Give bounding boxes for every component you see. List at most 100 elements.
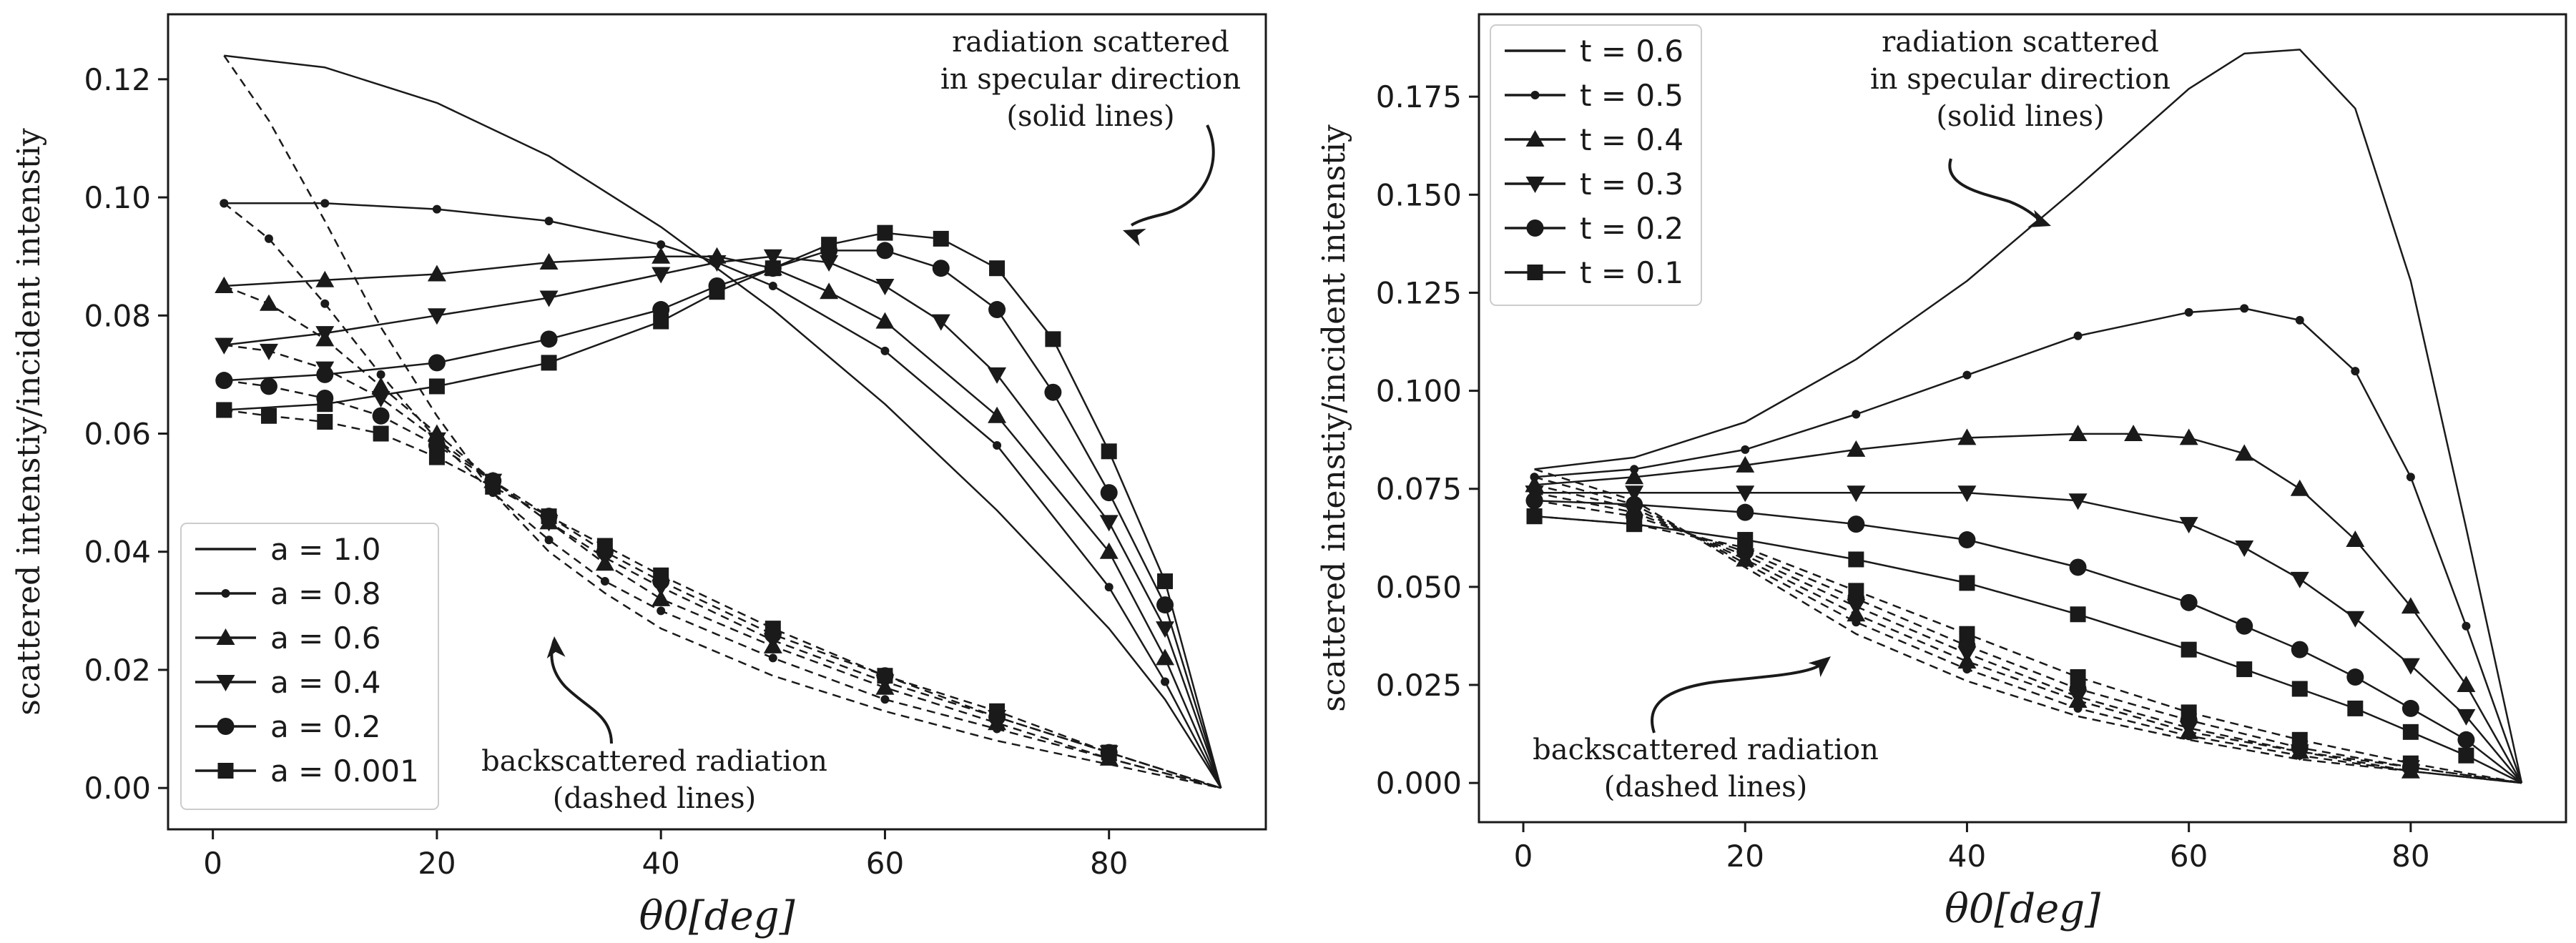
x-tick-label: 0 bbox=[1514, 839, 1533, 874]
backscatter-data-point bbox=[596, 538, 613, 554]
y-tick-label: 0.02 bbox=[84, 653, 151, 688]
legend-entry: t = 0.1 bbox=[1580, 255, 1683, 290]
backscatter-data-point bbox=[544, 535, 554, 545]
specular-series-line bbox=[1534, 49, 2523, 784]
backscatter-series-line bbox=[1534, 476, 2522, 784]
specular-data-point bbox=[2406, 473, 2415, 482]
backscatter-data-point bbox=[765, 621, 781, 637]
backscatter-data-point bbox=[652, 589, 671, 606]
specular-data-point bbox=[765, 260, 781, 277]
y-tick-label: 0.025 bbox=[1376, 668, 1462, 703]
backscatter-data-point bbox=[880, 695, 890, 704]
backscatter-data-point bbox=[376, 370, 385, 379]
arrow-specular bbox=[1948, 158, 2043, 223]
specular-data-point bbox=[2295, 315, 2304, 325]
plot-frame bbox=[1478, 13, 2567, 824]
specular-data-point bbox=[539, 252, 559, 270]
legend-box bbox=[180, 523, 439, 810]
backscatter-series-line bbox=[223, 55, 1221, 789]
specular-data-point bbox=[2179, 517, 2198, 534]
specular-data-point bbox=[1156, 621, 1175, 638]
specular-data-point bbox=[544, 217, 554, 226]
backscatter-data-point bbox=[220, 199, 229, 208]
backscatter-data-point bbox=[1737, 540, 1754, 556]
legend-marker bbox=[1525, 177, 1545, 193]
specular-data-point bbox=[2457, 676, 2476, 693]
specular-data-point bbox=[540, 330, 558, 348]
specular-data-point bbox=[652, 247, 671, 264]
specular-data-point bbox=[317, 396, 333, 413]
specular-data-point bbox=[1625, 468, 1644, 485]
legend-entry: a = 0.8 bbox=[270, 576, 380, 611]
y-tick-label: 0.08 bbox=[84, 298, 151, 333]
specular-data-point bbox=[933, 230, 949, 247]
specular-data-point bbox=[1958, 531, 1976, 549]
legend-marker bbox=[217, 763, 234, 779]
specular-data-point bbox=[315, 326, 335, 343]
backscatter-data-point bbox=[320, 299, 330, 308]
specular-data-point bbox=[1157, 573, 1174, 590]
backscatter-data-point bbox=[259, 294, 278, 311]
specular-data-point bbox=[1625, 485, 1644, 503]
x-tick-label: 20 bbox=[418, 846, 456, 881]
specular-data-point bbox=[2457, 731, 2475, 749]
specular-data-point bbox=[880, 346, 890, 355]
y-tick-label: 0.000 bbox=[1376, 766, 1462, 801]
arrowhead-specular bbox=[2027, 209, 2051, 227]
legend-marker bbox=[216, 628, 235, 645]
specular-data-point bbox=[707, 255, 727, 272]
y-axis-label: scattered intenstiy/incident intenstiy bbox=[11, 128, 47, 716]
specular-data-point bbox=[1848, 551, 1864, 568]
specular-series-line bbox=[1534, 433, 2523, 784]
specular-data-point bbox=[2290, 571, 2309, 588]
specular-data-point bbox=[2068, 424, 2088, 441]
specular-data-point bbox=[1101, 443, 1117, 460]
specular-data-point bbox=[989, 260, 1006, 277]
specular-data-point bbox=[768, 282, 777, 290]
y-tick-label: 0.100 bbox=[1376, 374, 1462, 409]
right-chart: 0 20 40 60 80 0.000 0.025 0.050 0.075 0.100 0.125 0… bbox=[1316, 13, 2567, 932]
specular-data-point bbox=[988, 301, 1006, 319]
backscatter-data-point bbox=[2070, 669, 2086, 686]
specular-data-point bbox=[2462, 621, 2471, 631]
legend-marker bbox=[1530, 91, 1540, 99]
specular-data-point bbox=[2346, 530, 2365, 548]
specular-data-point bbox=[2236, 617, 2253, 635]
specular-data-point bbox=[932, 260, 950, 277]
specular-data-point bbox=[2240, 304, 2249, 313]
specular-data-point bbox=[763, 249, 782, 266]
backscatter-data-point bbox=[259, 343, 278, 360]
specular-data-point bbox=[2235, 540, 2254, 558]
backscatter-series-line bbox=[224, 379, 1221, 789]
legend-entry: t = 0.2 bbox=[1580, 211, 1683, 246]
backscatter-data-point bbox=[2291, 731, 2308, 748]
specular-data-point bbox=[541, 355, 557, 371]
specular-series-line bbox=[224, 54, 1222, 789]
arrowhead-backscatter bbox=[1808, 656, 1831, 678]
specular-data-point bbox=[1741, 445, 1750, 454]
backscatter-data-point bbox=[215, 337, 234, 355]
specular-data-point bbox=[2402, 699, 2419, 717]
specular-data-point bbox=[320, 199, 330, 208]
y-tick-label: 0.050 bbox=[1376, 570, 1462, 605]
backscatter-data-point bbox=[1526, 508, 1543, 525]
backscatter-data-point bbox=[260, 408, 277, 424]
specular-series-line bbox=[1534, 307, 2523, 784]
arrowhead-backscatter bbox=[546, 636, 566, 659]
backscatter-data-point bbox=[653, 567, 669, 583]
backscatter-data-point bbox=[877, 668, 893, 684]
specular-data-point bbox=[1156, 596, 1174, 614]
annotation-backscatter: (dashed lines) bbox=[553, 782, 757, 815]
specular-series-line bbox=[224, 202, 1222, 789]
backscatter-data-point bbox=[989, 703, 1006, 719]
specular-data-point bbox=[652, 267, 671, 284]
specular-data-point bbox=[876, 242, 894, 260]
x-tick-label: 60 bbox=[866, 846, 904, 881]
specular-data-point bbox=[653, 313, 669, 330]
specular-data-point bbox=[2346, 668, 2364, 686]
backscatter-data-point bbox=[260, 377, 277, 395]
legend-marker bbox=[221, 589, 230, 598]
specular-data-point bbox=[2402, 724, 2419, 740]
specular-data-point bbox=[2347, 700, 2364, 716]
